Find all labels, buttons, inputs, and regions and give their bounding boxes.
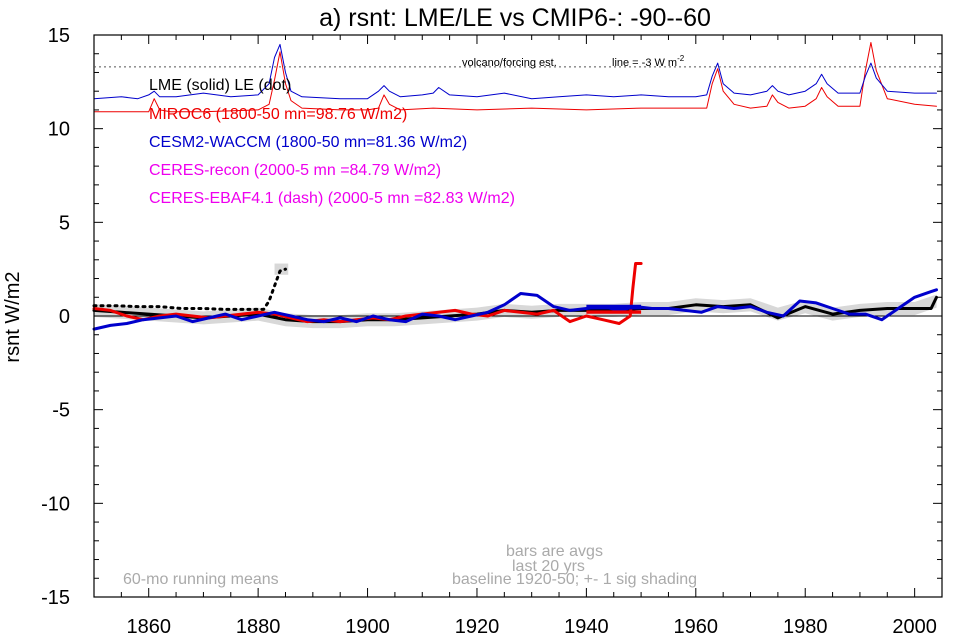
series-layer	[92, 42, 938, 331]
y-axis-label: rsnt W/m2	[2, 271, 24, 362]
x-tick-label: 1940	[564, 616, 609, 638]
notes: 60-mo running means bars are avgs last 2…	[123, 543, 697, 588]
legend-entry-miroc6: MIROC6 (1800-50 mn=98.76 W/m2)	[149, 106, 407, 123]
le-sigma-shading	[274, 263, 289, 275]
bar-miroc6-last-20-yrs	[586, 310, 642, 314]
x-tick-label: 2000	[892, 616, 937, 638]
y-tick-label: 5	[59, 212, 70, 234]
y-tick-label: -5	[52, 400, 70, 422]
forcing-note: volcano/forcing est.	[462, 57, 557, 69]
legend: LME (solid) LE (dot) MIROC6 (1800-50 mn=…	[149, 77, 515, 207]
x-tick-label: 1980	[783, 616, 828, 638]
note-running-mean: 60-mo running means	[123, 571, 279, 588]
note-baseline: baseline 1920-50; +- 1 sig shading	[452, 571, 697, 588]
y-tick-label: -15	[41, 587, 70, 609]
legend-entry-ceres-ebaf: CERES-EBAF4.1 (dash) (2000-5 mn =82.83 W…	[149, 190, 515, 207]
forcing-line-note: line = -3 W m-2	[612, 54, 685, 69]
note-bars-line2: last 20 yrs	[512, 558, 585, 575]
chart-title: a) rsnt: LME/LE vs CMIP6-: -90--60	[319, 4, 711, 32]
forcing-line-note-sup: -2	[677, 54, 685, 63]
tick-labels: 1860 1880 1900 1920 1940 1960 1980 2000 15 10 5 0 -5…	[41, 25, 937, 638]
y-tick-label: 15	[48, 25, 70, 47]
x-tick-label: 1880	[236, 616, 281, 638]
y-tick-label: -10	[41, 493, 70, 515]
bar-cesm2-waccm-last-20-yrs	[586, 304, 642, 310]
x-tick-label: 1920	[455, 616, 500, 638]
series-line-le-dot	[92, 267, 287, 311]
legend-entry-lme-le: LME (solid) LE (dot)	[149, 77, 291, 94]
series-line-miroc6-forcing	[93, 42, 937, 113]
series-line-cesm2-waccm-forcing	[93, 43, 937, 100]
y-tick-label: 0	[59, 306, 70, 328]
legend-entry-ceres-recon: CERES-recon (2000-5 mn =84.79 W/m2)	[149, 162, 441, 179]
note-bars-line1: bars are avgs	[506, 543, 603, 560]
series-line-cesm2-waccm-anomaly	[92, 288, 938, 331]
x-tick-label: 1900	[345, 616, 390, 638]
y-tick-label: 10	[48, 119, 70, 141]
axes-layer	[93, 34, 943, 598]
forcing-line-note-text: line = -3 W m	[612, 57, 677, 69]
legend-entry-cesm2-waccm: CESM2-WACCM (1800-50 mn=81.36 W/m2)	[149, 134, 467, 151]
x-tick-label: 1960	[674, 616, 719, 638]
x-tick-label: 1860	[126, 616, 171, 638]
